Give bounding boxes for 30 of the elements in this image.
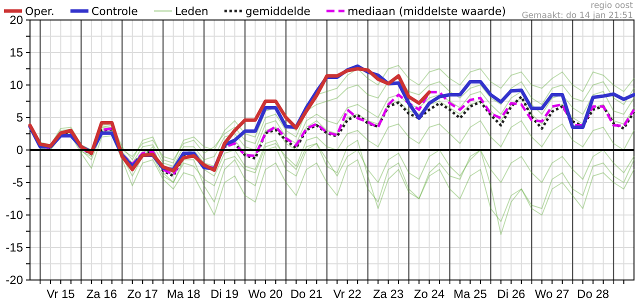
legend-label: Leden [174, 5, 208, 18]
y-tick-label: 20 [10, 12, 24, 27]
y-tick-label: 15 [10, 45, 24, 60]
legend-label: mediaan (middelste waarde) [347, 5, 506, 18]
x-tick-label: Vr 15 [46, 286, 76, 300]
x-tick-label: Za 23 [372, 286, 404, 300]
x-tick-label: Vr 22 [333, 286, 362, 300]
y-tick-label: -5 [12, 175, 24, 190]
text: regio oost [590, 1, 634, 11]
legend-label: Oper. [25, 5, 54, 18]
y-tick-label: -10 [6, 208, 24, 222]
y-tick-label: -15 [6, 240, 24, 254]
legend-label: Controle [91, 5, 138, 18]
x-tick-label: Do 28 [577, 286, 610, 300]
x-tick-label: Zo 17 [127, 286, 158, 300]
y-tick-label: -20 [6, 272, 24, 287]
x-tick-label: Do 21 [290, 286, 323, 300]
x-tick-label: Za 16 [86, 286, 118, 300]
x-tick-label: Di 26 [497, 286, 526, 300]
x-tick-label: Ma 25 [454, 286, 488, 300]
x-tick-label: Wo 20 [248, 286, 284, 300]
y-tick-label: 10 [10, 78, 24, 92]
x-tick-label: Wo 27 [534, 286, 570, 300]
y-tick-label: 0 [16, 142, 24, 157]
annotation: Gemaakt: do 14 jan 21:51 [522, 11, 633, 21]
y-tick-label: 5 [16, 110, 24, 124]
legend-label: gemiddelde [245, 5, 311, 18]
x-tick-label: Ma 18 [166, 286, 201, 300]
x-tick-label: Zo 24 [414, 286, 445, 300]
x-tick-label: Di 19 [210, 286, 239, 300]
